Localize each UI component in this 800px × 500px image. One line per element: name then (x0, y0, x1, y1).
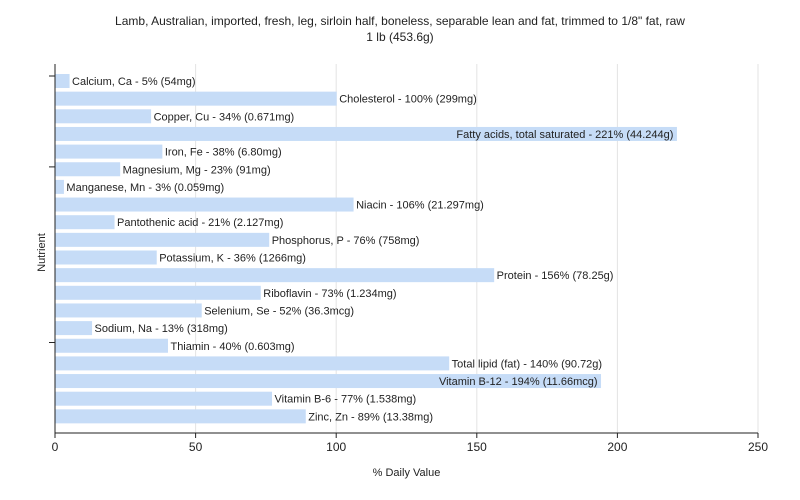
bar (55, 321, 93, 336)
bar-label: Calcium, Ca - 5% (54mg) (72, 76, 195, 88)
chart-title: Lamb, Australian, imported, fresh, leg, … (0, 13, 800, 45)
bar (55, 338, 168, 353)
x-tick-label: 150 (467, 440, 487, 454)
bar (55, 179, 64, 194)
bar (55, 250, 157, 265)
bar-label: Total lipid (fat) - 140% (90.72g) (452, 358, 602, 370)
bar-label: Manganese, Mn - 3% (0.059mg) (66, 182, 224, 194)
bar-label: Magnesium, Mg - 23% (91mg) (123, 164, 271, 176)
bar-label: Fatty acids, total saturated - 221% (44.… (456, 129, 673, 141)
bar-label: Vitamin B-6 - 77% (1.538mg) (275, 394, 417, 406)
bar-label: Cholesterol - 100% (299mg) (339, 94, 477, 106)
axes (54, 64, 758, 434)
bar (55, 374, 602, 389)
bar-label: Thiamin - 40% (0.603mg) (170, 341, 294, 353)
bar-label: Vitamin B-12 - 194% (11.66mcg) (439, 376, 598, 388)
bar (55, 91, 337, 106)
bar (55, 144, 163, 159)
bar-label: Iron, Fe - 38% (6.80mg) (165, 147, 282, 159)
bar (55, 197, 354, 212)
bar-label: Phosphorus, P - 76% (758mg) (272, 235, 420, 247)
bars: Calcium, Ca - 5% (54mg) Cholesterol - 100… (55, 74, 677, 424)
bar-label: Riboflavin - 73% (1.234mg) (263, 288, 396, 300)
bar (55, 162, 121, 177)
chart-title-line1: Lamb, Australian, imported, fresh, leg, … (115, 14, 685, 28)
bar (55, 285, 261, 300)
bar (55, 74, 70, 88)
x-tick-label: 250 (748, 440, 768, 454)
y-axis-title: Nutrient (36, 233, 48, 272)
grid-lines (195, 64, 759, 433)
x-tick-label: 100 (326, 440, 346, 454)
bar (55, 409, 306, 424)
bar-label: Pantothenic acid - 21% (2.127mg) (117, 217, 283, 229)
bar (55, 215, 115, 230)
bar (55, 232, 270, 247)
x-axis-ticks: 0 50 100 150 200 250 (49, 75, 768, 454)
chart-title-line2: 1 lb (453.6g) (366, 30, 434, 44)
bar (55, 391, 273, 406)
bar (55, 126, 677, 141)
bar (55, 303, 202, 318)
bar-label: Niacin - 106% (21.297mg) (356, 200, 484, 212)
x-tick-label: 0 (52, 440, 59, 454)
bar-label: Protein - 156% (78.25g) (497, 270, 614, 282)
bar-label: Copper, Cu - 34% (0.671mg) (154, 111, 295, 123)
bar-label: Sodium, Na - 13% (318mg) (95, 323, 228, 335)
bar (55, 356, 450, 371)
bar-label: Potassium, K - 36% (1266mg) (159, 253, 306, 265)
bar (55, 268, 495, 283)
bar-label: Zinc, Zn - 89% (13.38mg) (308, 411, 433, 423)
x-tick-label: 50 (189, 440, 203, 454)
x-axis-title: % Daily Value (373, 467, 441, 479)
bar (55, 109, 152, 124)
x-tick-label: 200 (607, 440, 627, 454)
bar-label: Selenium, Se - 52% (36.3mcg) (204, 305, 354, 317)
